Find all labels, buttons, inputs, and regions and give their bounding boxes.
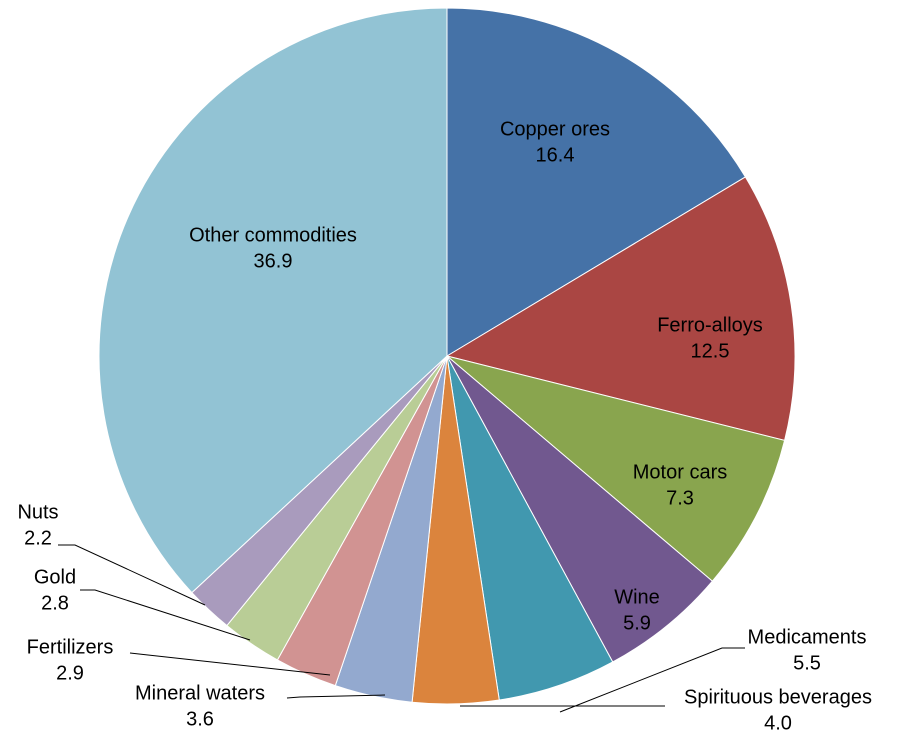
slice-value: 36.9 <box>254 250 293 272</box>
slice-label: Fertilizers <box>27 636 114 658</box>
slice-value: 2.8 <box>41 592 69 614</box>
slice-label: Spirituous beverages <box>684 686 872 708</box>
slice-value: 5.5 <box>793 652 821 674</box>
slice-label: Copper ores <box>500 118 610 140</box>
pie-slice <box>446 355 786 582</box>
slice-value: 2.9 <box>56 662 84 684</box>
slice-value: 3.6 <box>186 708 214 730</box>
slice-label: Motor cars <box>633 461 727 483</box>
slice-label: Gold <box>34 566 76 588</box>
slice-label: Wine <box>614 586 660 608</box>
leader-line <box>286 694 386 699</box>
leader-line <box>129 652 331 676</box>
slice-label: Nuts <box>17 501 58 523</box>
pie-slice <box>445 176 796 442</box>
pie-slice <box>98 7 448 594</box>
leader-line <box>559 647 745 713</box>
slice-value: 5.9 <box>623 612 651 634</box>
slice-label: Mineral waters <box>135 682 265 704</box>
slice-value: 12.5 <box>691 340 730 362</box>
leader-line <box>80 589 251 641</box>
slice-label: Medicaments <box>748 626 867 648</box>
leader-line <box>58 544 206 606</box>
slice-value: 16.4 <box>536 144 575 166</box>
slice-label: Other commodities <box>189 224 357 246</box>
pie-slice <box>446 355 714 663</box>
pie-slice <box>446 7 747 357</box>
slice-value: 4.0 <box>764 712 792 734</box>
slice-label: Ferro-alloys <box>657 314 763 336</box>
slice-value: 2.2 <box>24 527 52 549</box>
slice-value: 7.3 <box>666 487 694 509</box>
